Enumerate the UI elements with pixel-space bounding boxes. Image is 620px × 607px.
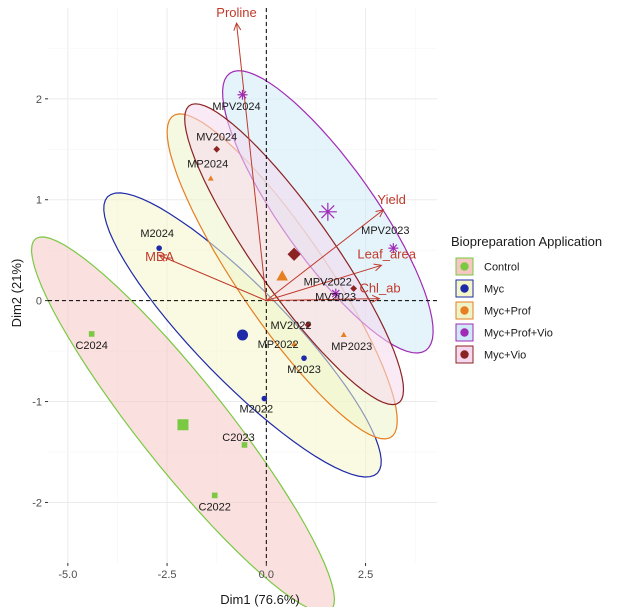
arrow-mda xyxy=(158,254,267,302)
legend-dot-myc-prof xyxy=(460,306,469,315)
legend-dot-myc-vio xyxy=(460,350,469,359)
legend-label-myc-vio: Myc+Vio xyxy=(484,350,526,362)
point-c2022 xyxy=(211,492,218,499)
legend-dot-myc-prof-vio xyxy=(460,328,469,337)
point-mpv2022 xyxy=(330,288,341,299)
legend-label-myc: Myc xyxy=(484,284,505,296)
point-mpv2023-stroke-3 xyxy=(389,244,398,253)
x-axis-title: Dim1 (76.6%) xyxy=(220,592,299,607)
point-label-mp2022: MP2022 xyxy=(258,339,299,351)
point-label-c2022: C2022 xyxy=(199,501,231,513)
legend-label-control: Control xyxy=(484,262,519,274)
point-label-mv2024: MV2024 xyxy=(196,131,237,143)
point-m2023 xyxy=(301,355,307,361)
point-label-mp2024: MP2024 xyxy=(187,159,228,171)
point-mpv2024 xyxy=(237,89,248,100)
point-c2023 xyxy=(241,442,248,448)
individual-points xyxy=(88,89,399,499)
point-mv2022 xyxy=(304,321,312,329)
point-mpv2024-stroke-3 xyxy=(238,90,247,99)
variable-arrows xyxy=(158,21,385,303)
arrow-proline xyxy=(236,23,267,301)
y-tick-label-4: 2 xyxy=(36,94,42,106)
y-tick-label-0: -2 xyxy=(32,497,42,509)
x-tick-label-3: 2.5 xyxy=(358,569,373,581)
y-tick-label-2: 0 xyxy=(36,296,42,308)
axis-ticks: -5.0 -2.5 0.0 2.5 -2 -1 0 1 2 xyxy=(32,94,373,581)
legend-label-myc-prof-vio: Myc+Prof+Vio xyxy=(484,328,553,340)
point-label-mv2022: MV2022 xyxy=(271,320,312,332)
arrow-yield xyxy=(266,209,384,302)
arrowhead-leaf_area xyxy=(373,263,383,272)
point-mpv2022-stroke-3 xyxy=(331,289,340,298)
legend-dot-control xyxy=(460,262,469,271)
point-m2022 xyxy=(261,395,268,402)
point-mpv2023 xyxy=(388,243,399,254)
legend-title: Biopreparation Application xyxy=(451,234,602,249)
point-mv2023 xyxy=(350,285,358,292)
centroid-myc xyxy=(237,329,248,341)
point-label-mv2023: MV2023 xyxy=(315,292,356,304)
x-tick-label-0: -5.0 xyxy=(58,569,77,581)
arrowhead-chl_ab xyxy=(371,294,381,303)
arrow-chl_ab xyxy=(266,298,380,302)
y-tick-label-3: 1 xyxy=(36,195,42,207)
centroid-myc-prof xyxy=(276,270,288,281)
centroid-myc-vio xyxy=(287,247,301,261)
point-label-m2024: M2024 xyxy=(140,228,174,240)
arrow-leaf_area xyxy=(266,264,382,302)
point-mp2023 xyxy=(340,331,347,338)
point-mp2024 xyxy=(207,175,214,181)
centroid-myc-prof-vio xyxy=(318,202,337,221)
point-c2024 xyxy=(88,331,95,337)
centroid-myc-prof-vio-stroke-3 xyxy=(321,205,335,219)
point-label-c2023: C2023 xyxy=(222,432,254,444)
variable-label-chl_ab: Chl_ab xyxy=(359,281,400,296)
point-label-mpv2022: MPV2022 xyxy=(304,277,352,289)
x-tick-label-1: -2.5 xyxy=(158,569,177,581)
arrowhead-proline xyxy=(233,21,242,31)
variable-label-proline: Proline xyxy=(216,5,256,20)
arrowhead-yield xyxy=(375,209,385,218)
variable-label-yield: Yield xyxy=(377,192,405,207)
point-m2024 xyxy=(156,245,162,251)
point-mp2022 xyxy=(291,340,298,347)
arrowhead-mda xyxy=(158,254,168,262)
point-label-mpv2024: MPV2024 xyxy=(212,101,260,113)
legend-dot-myc xyxy=(460,284,469,293)
zero-lines xyxy=(48,8,437,563)
centroid-control xyxy=(177,419,189,431)
variable-label-leaf_area: Leaf_area xyxy=(357,246,416,261)
point-mv2024 xyxy=(213,145,221,153)
legend-label-myc-prof: Myc+Prof xyxy=(484,306,532,318)
point-labels: C2024 C2023 C2022 M2024 M2023 M2022 MP2024 MP20… xyxy=(75,5,416,513)
y-tick-label-1: -1 xyxy=(32,397,42,409)
x-tick-label-2: 0.0 xyxy=(259,569,274,581)
legend: Biopreparation Application Control Myc Myc… xyxy=(451,234,602,364)
point-label-m2022: M2022 xyxy=(240,404,274,416)
point-label-mpv2023: MPV2023 xyxy=(361,225,409,237)
point-label-c2024: C2024 xyxy=(75,340,107,352)
point-label-m2023: M2023 xyxy=(287,364,321,376)
y-axis-title: Dim2 (21%) xyxy=(9,259,24,328)
variable-label-mda: MDA xyxy=(145,249,174,264)
point-label-mp2023: MP2023 xyxy=(331,341,372,353)
